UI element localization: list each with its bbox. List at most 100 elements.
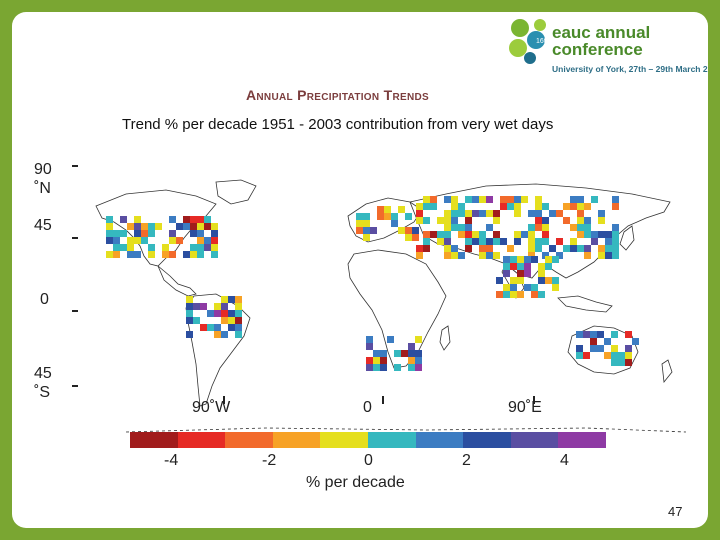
trend-cell xyxy=(472,231,479,238)
trend-cell xyxy=(162,251,169,258)
colorbar-label: % per decade xyxy=(306,474,405,491)
trend-cell xyxy=(556,238,563,245)
trend-cell xyxy=(493,231,500,238)
trend-cell xyxy=(493,217,500,224)
trend-cell xyxy=(235,303,242,310)
trend-cell xyxy=(598,245,605,252)
colorbar-tick-neg4: -4 xyxy=(164,452,179,469)
trend-cell xyxy=(625,352,632,359)
trend-cell xyxy=(521,196,528,203)
trend-cell xyxy=(465,245,472,252)
trend-cell xyxy=(458,224,465,231)
trend-cell xyxy=(384,206,391,213)
map-subtitle: Trend % per decade 1951 - 2003 contribut… xyxy=(122,116,554,133)
trend-cell xyxy=(106,223,113,230)
trend-cell xyxy=(503,263,510,270)
trend-cell xyxy=(493,238,500,245)
trend-cell xyxy=(507,245,514,252)
trend-cell xyxy=(444,238,451,245)
trend-cell xyxy=(517,256,524,263)
trend-cell xyxy=(552,284,559,291)
trend-cell xyxy=(451,224,458,231)
trend-cell xyxy=(472,238,479,245)
trend-cell xyxy=(423,203,430,210)
trend-cell xyxy=(214,310,221,317)
trend-cell xyxy=(190,251,197,258)
trend-cell xyxy=(384,213,391,220)
trend-cell xyxy=(366,364,373,371)
trend-cell xyxy=(437,238,444,245)
colorbar-segment xyxy=(367,432,416,448)
colorbar-segment xyxy=(558,432,606,448)
trend-cell xyxy=(538,270,545,277)
trend-cell xyxy=(207,310,214,317)
australia-outline xyxy=(567,325,639,375)
trend-cell xyxy=(391,220,398,227)
trend-cell xyxy=(134,223,141,230)
trend-cell xyxy=(514,210,521,217)
trend-cell xyxy=(528,252,535,259)
trend-cell xyxy=(542,238,549,245)
trend-cell xyxy=(514,231,521,238)
trend-cell xyxy=(380,350,387,357)
colorbar-segment xyxy=(415,432,464,448)
trend-cell xyxy=(211,251,218,258)
trend-cell xyxy=(186,317,193,324)
trend-cell xyxy=(604,352,611,359)
trend-cell xyxy=(605,231,612,238)
trend-cell xyxy=(479,238,486,245)
trend-cell xyxy=(120,216,127,223)
trend-cell xyxy=(458,203,465,210)
trend-cell xyxy=(517,270,524,277)
trend-cell xyxy=(584,252,591,259)
trend-cell xyxy=(416,252,423,259)
trend-cell xyxy=(503,284,510,291)
colorbar-segment xyxy=(130,432,178,448)
trend-cell xyxy=(398,227,405,234)
trend-cell xyxy=(356,227,363,234)
trend-cell xyxy=(465,224,472,231)
trend-cell xyxy=(612,203,619,210)
trend-cell xyxy=(444,217,451,224)
trend-cell xyxy=(416,210,423,217)
trend-cell xyxy=(597,331,604,338)
trend-cell xyxy=(577,231,584,238)
trend-cell xyxy=(577,203,584,210)
trend-cell xyxy=(148,230,155,237)
trend-cell xyxy=(563,203,570,210)
trend-cell xyxy=(444,231,451,238)
trend-cell xyxy=(430,231,437,238)
trend-cell xyxy=(186,331,193,338)
trend-cell xyxy=(528,224,535,231)
trend-cell xyxy=(221,331,228,338)
trend-cell xyxy=(612,224,619,231)
trend-cell xyxy=(500,238,507,245)
trend-cell xyxy=(401,350,408,357)
trend-cell xyxy=(545,256,552,263)
madagascar-outline xyxy=(439,325,451,351)
trend-cell xyxy=(545,277,552,284)
conference-logo: 16th eauc annual conference University o… xyxy=(506,16,708,92)
trend-cell xyxy=(200,303,207,310)
trend-cell xyxy=(211,244,218,251)
lat-label-45n: 45 xyxy=(34,217,52,234)
colorbar xyxy=(130,432,606,448)
trend-cell xyxy=(458,252,465,259)
trend-cell xyxy=(162,244,169,251)
trend-cell xyxy=(538,263,545,270)
trend-cell xyxy=(552,256,559,263)
colorbar-segment xyxy=(463,432,511,448)
trend-cell xyxy=(235,317,242,324)
clover-logo-icon: 16th xyxy=(509,19,550,64)
trend-cell xyxy=(486,252,493,259)
trend-cell xyxy=(394,364,401,371)
trend-cell xyxy=(528,210,535,217)
lon-label-0: 0 xyxy=(363,399,372,416)
trend-cell xyxy=(430,203,437,210)
trend-cell xyxy=(408,364,415,371)
trend-cell xyxy=(535,245,542,252)
trend-cell xyxy=(416,203,423,210)
trend-cell xyxy=(542,203,549,210)
trend-cell xyxy=(496,277,503,284)
trend-cell xyxy=(200,324,207,331)
